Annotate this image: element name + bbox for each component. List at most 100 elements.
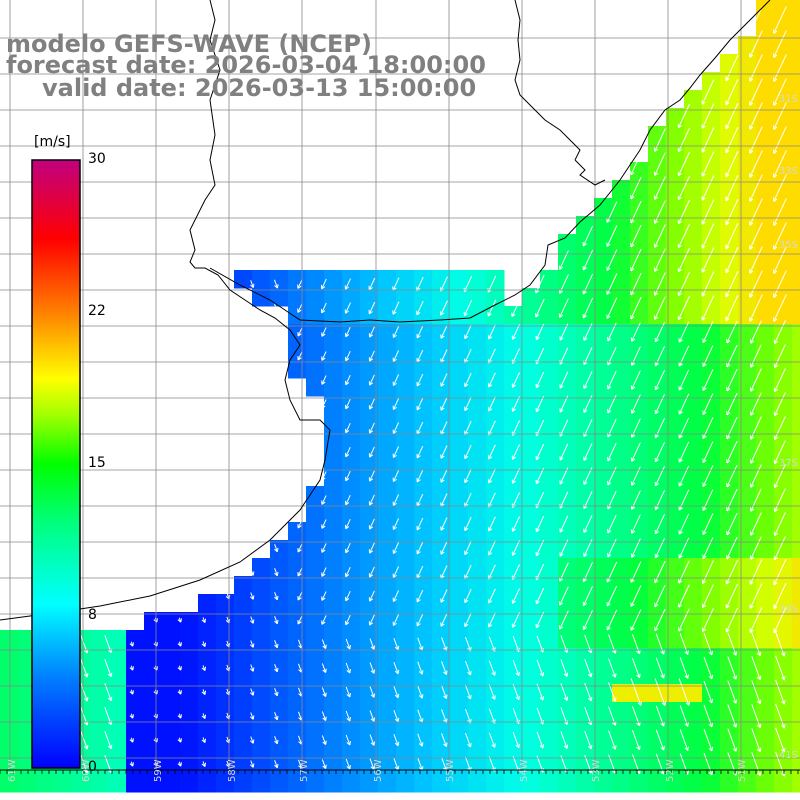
speed-cell: [342, 630, 361, 649]
speed-cell: [342, 720, 361, 739]
wind-arrow: [464, 732, 472, 748]
speed-cell: [306, 306, 325, 325]
speed-cell: [504, 774, 523, 793]
wind-arrow: [727, 704, 738, 728]
wind-arrow: [558, 298, 569, 318]
lat-label: 41S: [778, 750, 798, 761]
wind-arrow: [345, 710, 351, 722]
speed-cell: [648, 486, 667, 505]
speed-cell: [756, 540, 775, 559]
wind-arrow: [177, 737, 182, 743]
speed-cell: [162, 630, 181, 649]
wind-arrow: [416, 397, 424, 411]
speed-cell: [666, 450, 685, 469]
speed-cell: [378, 486, 397, 505]
speed-cell: [342, 378, 361, 397]
wind-arrow: [606, 273, 618, 295]
speed-cell: [594, 720, 613, 739]
speed-cell: [774, 360, 793, 379]
speed-cell: [288, 648, 307, 667]
speed-cell: [468, 720, 487, 739]
wind-arrow: [655, 705, 665, 727]
speed-cell: [414, 558, 433, 577]
speed-cell: [144, 630, 163, 649]
wind-arrow: [773, 344, 786, 369]
speed-cell: [414, 288, 433, 307]
speed-cell: [720, 162, 739, 181]
wind-arrow: [606, 609, 618, 631]
speed-cell: [180, 738, 199, 757]
speed-cell: [720, 558, 739, 577]
wind-arrow: [297, 327, 303, 337]
wind-arrow: [559, 515, 569, 533]
wind-arrow: [749, 126, 763, 154]
wind-arrow: [393, 686, 400, 699]
speed-cell: [774, 558, 793, 577]
speed-cell: [468, 342, 487, 361]
speed-cell: [774, 216, 793, 235]
speed-cell: [684, 270, 703, 289]
speed-cell: [792, 378, 800, 397]
speed-cell: [378, 414, 397, 433]
speed-cell: [216, 702, 235, 721]
wind-arrow: [702, 417, 714, 439]
speed-cell: [414, 306, 433, 325]
speed-cell: [756, 126, 775, 145]
wind-arrow: [440, 613, 448, 627]
speed-cell: [378, 360, 397, 379]
speed-cell: [378, 630, 397, 649]
speed-cell: [162, 774, 181, 793]
speed-cell: [450, 306, 469, 325]
wind-arrow: [677, 584, 690, 608]
speed-cell: [720, 234, 739, 253]
speed-cell: [666, 216, 685, 235]
wind-arrow: [772, 30, 787, 58]
speed-cell: [756, 180, 775, 199]
wind-arrow: [464, 660, 472, 676]
speed-cell: [648, 396, 667, 415]
speed-cell: [594, 486, 613, 505]
speed-cell: [324, 504, 343, 523]
wind-arrow: [749, 559, 763, 585]
wind-arrow: [677, 103, 691, 129]
wind-arrow: [320, 302, 327, 314]
speed-cell: [486, 324, 505, 343]
wind-arrow: [129, 689, 134, 695]
speed-cell: [360, 414, 379, 433]
wind-arrow: [678, 678, 691, 706]
speed-cell: [648, 198, 667, 217]
wind-arrow: [511, 299, 521, 318]
speed-cell: [450, 522, 469, 541]
speed-cell: [702, 324, 721, 343]
wind-arrow: [440, 397, 448, 411]
speed-cell: [684, 540, 703, 559]
wind-arrow: [345, 758, 351, 770]
speed-cell: [486, 558, 505, 577]
lon-label: 51W: [737, 759, 748, 782]
speed-cell: [540, 648, 559, 667]
speed-cell: [144, 648, 163, 667]
speed-cell: [666, 414, 685, 433]
wind-arrow: [344, 590, 351, 602]
speed-cell: [576, 234, 595, 253]
speed-cell: [756, 18, 775, 37]
wind-arrow: [582, 297, 594, 319]
speed-cell: [576, 486, 595, 505]
lat-label: 35S: [778, 240, 798, 251]
wind-arrow: [416, 421, 424, 435]
speed-cell: [252, 288, 271, 307]
wind-arrow: [775, 703, 786, 729]
speed-cell: [522, 738, 541, 757]
speed-cell: [576, 720, 595, 739]
speed-cell: [126, 702, 145, 721]
speed-cell: [702, 738, 721, 757]
speed-cell: [468, 360, 487, 379]
wind-arrow: [773, 440, 786, 465]
wind-arrow: [321, 591, 327, 601]
speed-cell: [342, 324, 361, 343]
wind-arrow: [417, 733, 424, 747]
wind-arrow: [772, 54, 787, 82]
wind-arrow: [727, 656, 738, 680]
speed-cell: [684, 144, 703, 163]
speed-cell: [684, 108, 703, 127]
